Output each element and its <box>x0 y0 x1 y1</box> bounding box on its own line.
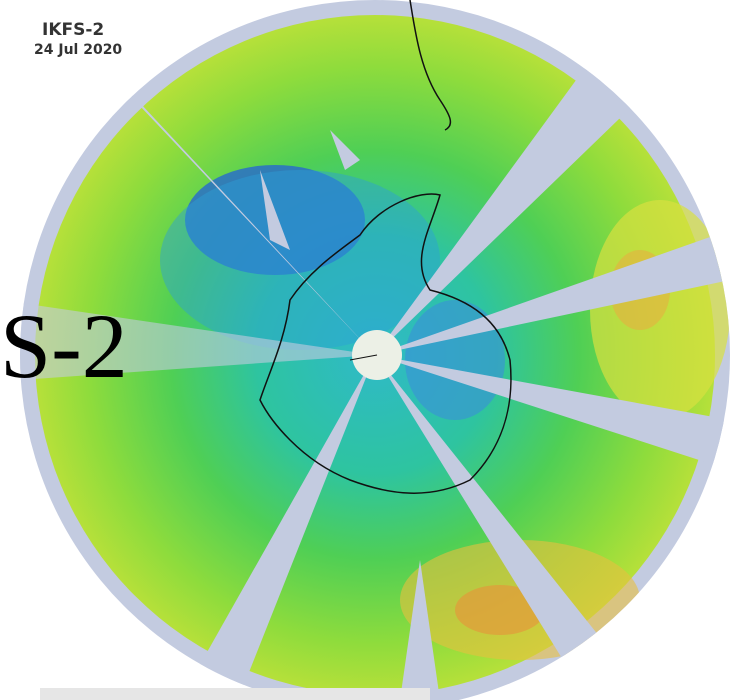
date: 24 Jul 2020 <box>34 42 122 58</box>
title: IKFS-2 <box>42 20 104 40</box>
bottom-bar <box>40 688 430 700</box>
page: IKFS-2 24 Jul 2020 S-2 <box>0 0 730 700</box>
overlay-text: S-2 <box>0 300 128 392</box>
low-region <box>160 170 440 350</box>
